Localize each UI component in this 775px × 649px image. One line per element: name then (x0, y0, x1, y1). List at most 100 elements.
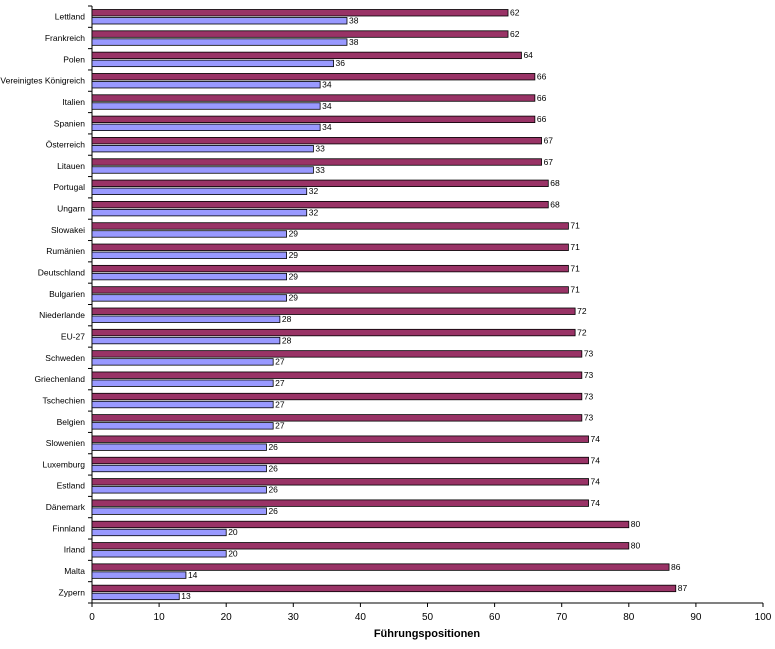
data-label: 28 (282, 335, 292, 345)
bar-series-2 (91, 123, 321, 132)
data-label: 27 (275, 357, 285, 367)
x-tick-label: 50 (422, 612, 434, 623)
data-label: 32 (309, 207, 319, 217)
bar-series-1 (91, 328, 576, 337)
bar-series-1 (91, 158, 542, 166)
data-label: 29 (289, 229, 299, 239)
bar-series-2 (91, 315, 281, 323)
bar-series-1 (91, 584, 677, 593)
data-label: 38 (349, 37, 359, 47)
category-label: Vereinigtes Königreich (0, 76, 85, 86)
bar-series-1 (91, 563, 670, 571)
data-label: 71 (570, 221, 580, 231)
category-label: Frankreich (45, 33, 85, 43)
data-label: 34 (322, 79, 332, 89)
bar-series-1 (91, 499, 589, 507)
category-label: Litauen (57, 161, 85, 171)
category-label: Finnland (52, 523, 85, 533)
x-tick-label: 10 (154, 612, 166, 623)
bar-series-2 (91, 358, 274, 366)
bar-series-1 (91, 414, 583, 422)
data-label: 80 (631, 541, 641, 551)
bar-series-1 (91, 222, 569, 230)
bar-series-2 (91, 17, 348, 25)
data-label: 62 (510, 8, 520, 18)
bar-series-1 (91, 307, 576, 315)
category-label: Lettland (55, 12, 86, 22)
data-label: 29 (289, 250, 299, 260)
bar-series-2 (91, 272, 287, 281)
data-label: 27 (275, 378, 285, 388)
data-label: 73 (584, 349, 594, 359)
category-label: EU-27 (61, 331, 85, 341)
category-label: Zypern (59, 587, 86, 597)
data-label: 29 (289, 293, 299, 303)
data-label: 62 (510, 29, 520, 39)
data-label: 74 (591, 477, 601, 487)
bar-series-2 (91, 400, 274, 409)
data-label: 71 (570, 263, 580, 273)
x-tick-label: 60 (489, 612, 501, 623)
data-label: 66 (537, 93, 547, 103)
data-label: 67 (544, 135, 554, 145)
category-label: Slowakei (51, 225, 85, 235)
data-label: 36 (336, 58, 346, 68)
category-label: Irland (64, 545, 86, 555)
data-label: 67 (544, 157, 554, 167)
data-label: 20 (228, 527, 238, 537)
data-label: 73 (584, 391, 594, 401)
data-label: 27 (275, 421, 285, 431)
category-label: Estland (57, 481, 86, 491)
data-label: 20 (228, 549, 238, 559)
bar-series-1 (91, 371, 583, 379)
bar-series-1 (91, 392, 583, 401)
data-label: 73 (584, 370, 594, 380)
bar-series-2 (91, 336, 281, 345)
bar-series-2 (91, 443, 267, 451)
data-label: 38 (349, 16, 359, 26)
category-label: Österreich (46, 140, 85, 150)
bar-series-1 (91, 30, 509, 38)
data-label: 74 (591, 498, 601, 508)
bar-series-2 (91, 187, 308, 195)
x-tick-label: 90 (690, 612, 702, 623)
bar-series-1 (91, 115, 536, 124)
data-label: 26 (268, 463, 278, 473)
data-label: 74 (591, 434, 601, 444)
data-label: 68 (550, 178, 560, 188)
data-label: 64 (523, 50, 533, 60)
bar-series-1 (91, 179, 549, 187)
category-label: Deutschland (38, 268, 86, 278)
bar-series-1 (91, 137, 542, 145)
data-label: 33 (315, 165, 325, 175)
data-label: 66 (537, 71, 547, 81)
data-label: 66 (537, 114, 547, 124)
bar-series-1 (91, 435, 589, 443)
bar-series-2 (91, 59, 334, 68)
category-label: Tschechien (42, 395, 85, 405)
bar-series-2 (91, 102, 321, 110)
x-tick-label: 30 (288, 612, 300, 623)
x-tick-label: 100 (755, 612, 772, 623)
plot-area: Lettland 62 38 Frankreich 62 38 Polen 64 36 Verei… (0, 5, 772, 623)
data-label: 72 (577, 327, 587, 337)
bar-series-1 (91, 200, 549, 209)
bar-series-1 (91, 478, 589, 486)
x-tick-label: 0 (89, 612, 95, 623)
data-label: 13 (181, 591, 191, 601)
category-label: Malta (64, 566, 85, 576)
category-label: Polen (63, 54, 85, 64)
category-label: Italien (62, 97, 85, 107)
bar-series-2 (91, 422, 274, 430)
bar-series-2 (91, 166, 314, 174)
data-label: 33 (315, 143, 325, 153)
data-label: 87 (678, 583, 688, 593)
bar-series-1 (91, 51, 522, 60)
bar-series-2 (91, 464, 267, 473)
category-label: Belgien (57, 417, 86, 427)
bar-series-2 (91, 145, 314, 153)
x-tick-label: 70 (556, 612, 568, 623)
bar-series-1 (91, 264, 569, 273)
data-label: 71 (570, 242, 580, 252)
x-tick-label: 80 (623, 612, 635, 623)
